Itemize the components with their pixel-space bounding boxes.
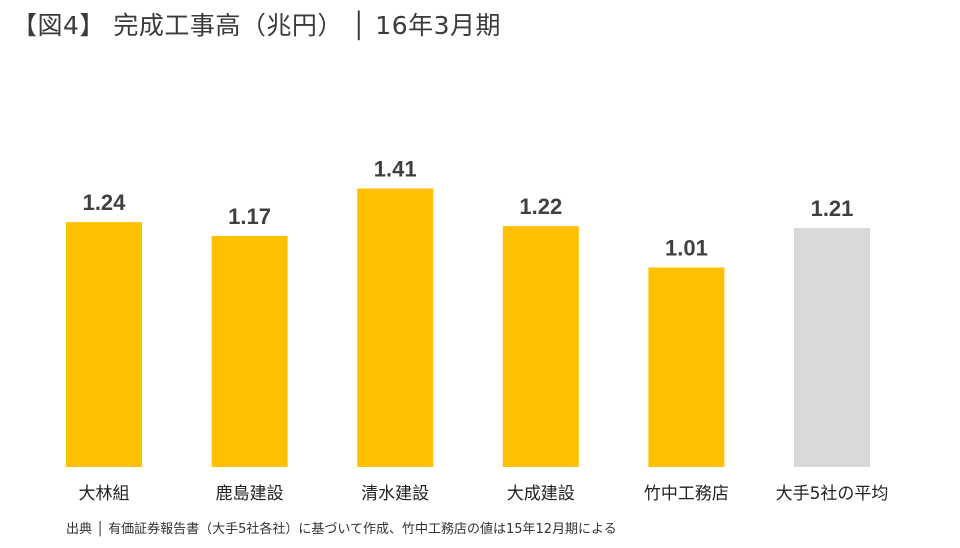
value-label-3: 1.41 [374,157,417,182]
bar-2 [211,235,288,467]
value-label-5: 1.01 [665,236,708,261]
value-label-4: 1.22 [519,194,562,219]
bars-group [66,188,870,467]
category-label-4: 大成建設 [507,484,575,504]
value-label-2: 1.17 [228,204,271,229]
value-labels-group: 1.24 1.17 1.41 1.22 1.01 1.21 [83,157,854,261]
bar-4 [502,226,579,467]
bar-1 [66,222,142,467]
bar-3 [357,188,434,467]
value-label-1: 1.24 [83,190,127,215]
category-label-1: 大林組 [79,484,130,504]
value-label-6: 1.21 [811,196,854,221]
category-labels-group: 大林組 鹿島建設 清水建設 大成建設 竹中工務店 大手5社の平均 [79,484,889,504]
category-label-6: 大手5社の平均 [776,484,889,504]
category-label-5: 竹中工務店 [644,484,729,504]
chart-title: 【図4】 完成工事高（兆円） │ 16年3月期 [12,11,502,40]
source-note: 出典 │ 有価証券報告書（大手5社各社）に基づいて作成、竹中工務店の値は15年1… [66,522,617,537]
category-label-3: 清水建設 [361,484,429,504]
category-label-2: 鹿島建設 [216,484,284,504]
bar-6 [794,228,870,467]
bar-5 [648,267,725,467]
